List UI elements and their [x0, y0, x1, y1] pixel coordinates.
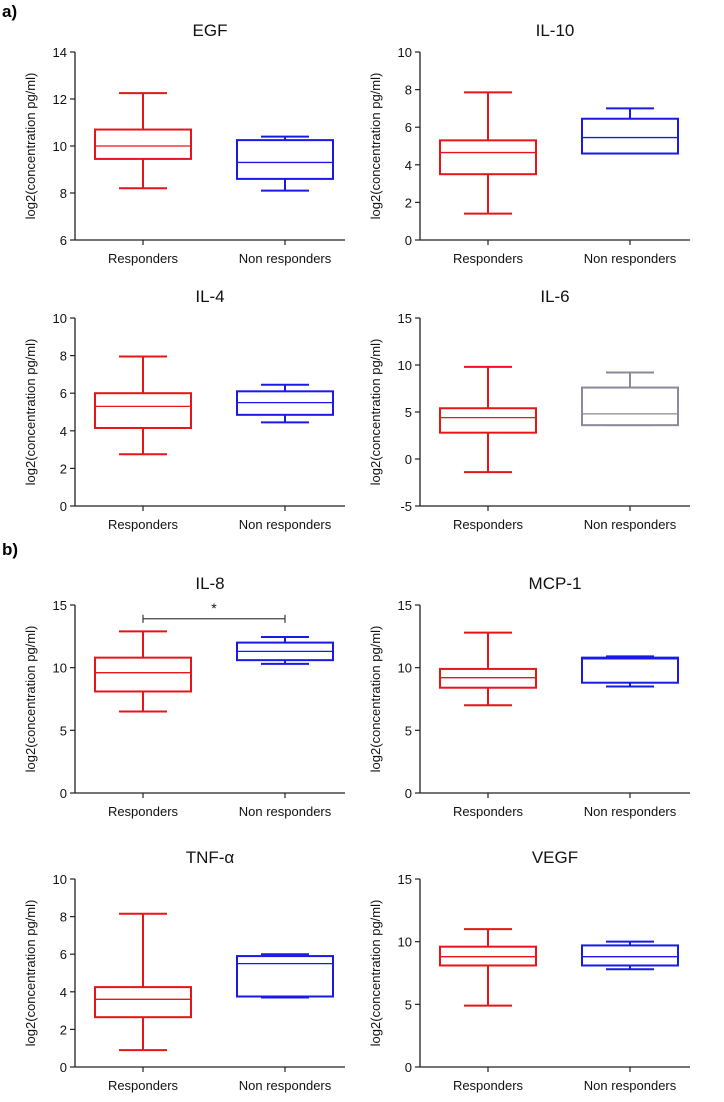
box-iqr [94, 128, 192, 160]
y-tick-label: 0 [405, 1060, 412, 1075]
y-tick-label: 4 [60, 985, 67, 1000]
y-tick-label: 10 [398, 45, 412, 60]
box-iqr [236, 139, 334, 180]
boxplot-il-8: IL-8 0 5 10 15 log2(concentration pg/ml) Respo… [23, 574, 345, 819]
y-tick-label: 8 [60, 349, 67, 364]
x-tick-label: Responders [453, 1078, 524, 1093]
y-axis-label: log2(concentration pg/ml) [368, 339, 383, 486]
y-tick-label: 6 [60, 233, 67, 248]
box-iqr [439, 407, 537, 434]
x-tick-label: Non responders [584, 251, 677, 266]
y-axis-label: log2(concentration pg/ml) [23, 73, 38, 220]
box-iqr [94, 656, 192, 693]
box-iqr [94, 986, 192, 1019]
x-tick-label: Responders [108, 517, 179, 532]
y-tick-label: 14 [53, 45, 67, 60]
y-axis-label: log2(concentration pg/ml) [23, 626, 38, 773]
significance-marker: * [211, 600, 217, 616]
x-tick-label: Responders [108, 804, 179, 819]
y-axis-label: log2(concentration pg/ml) [23, 900, 38, 1047]
x-tick-label: Non responders [239, 251, 332, 266]
y-tick-label: 15 [398, 311, 412, 326]
x-tick-label: Responders [453, 804, 524, 819]
boxplot-il-10: IL-10 0 2 4 6 8 10 log2(concentration pg/ml) Res… [368, 21, 690, 266]
x-tick-label: Non responders [584, 1078, 677, 1093]
chart-title: IL-8 [195, 574, 224, 593]
y-tick-label: 2 [60, 461, 67, 476]
y-tick-label: 0 [405, 233, 412, 248]
y-tick-label: 10 [53, 661, 67, 676]
y-tick-label: 2 [405, 195, 412, 210]
box-iqr [236, 955, 334, 998]
y-tick-label: 10 [53, 311, 67, 326]
boxplot-il-4: IL-4 0 2 4 6 8 10 log2(concentration pg/ml) Resp… [23, 287, 345, 532]
x-tick-label: Responders [453, 251, 524, 266]
y-tick-label: 10 [398, 935, 412, 950]
y-tick-label: 0 [60, 1060, 67, 1075]
x-tick-label: Non responders [584, 517, 677, 532]
box-iqr [439, 139, 537, 176]
y-tick-label: 6 [60, 386, 67, 401]
y-tick-label: 0 [60, 499, 67, 514]
boxplot-vegf: VEGF 0 5 10 15 log2(concentration pg/ml) Respo… [368, 848, 690, 1093]
x-tick-label: Non responders [239, 804, 332, 819]
x-tick-label: Responders [108, 1078, 179, 1093]
boxplot-tnf-: TNF-α 0 2 4 6 8 10 log2(concentration pg/ml) Res… [23, 848, 345, 1093]
y-tick-label: 6 [405, 120, 412, 135]
x-tick-label: Non responders [239, 517, 332, 532]
y-tick-label: 0 [405, 786, 412, 801]
x-tick-label: Responders [108, 251, 179, 266]
chart-title: VEGF [532, 848, 578, 867]
x-tick-label: Responders [453, 517, 524, 532]
y-tick-label: 10 [53, 872, 67, 887]
y-tick-label: 15 [53, 598, 67, 613]
y-tick-label: 10 [398, 661, 412, 676]
y-axis-label: log2(concentration pg/ml) [368, 73, 383, 220]
chart-title: IL-6 [540, 287, 569, 306]
y-tick-label: 15 [398, 872, 412, 887]
y-tick-label: 4 [405, 158, 412, 173]
box-iqr [581, 386, 679, 427]
box-iqr [581, 944, 679, 967]
y-axis-label: log2(concentration pg/ml) [368, 900, 383, 1047]
y-tick-label: 4 [60, 424, 67, 439]
y-tick-label: 5 [60, 723, 67, 738]
box-iqr [581, 656, 679, 684]
chart-title: MCP-1 [529, 574, 582, 593]
y-tick-label: 10 [398, 358, 412, 373]
y-tick-label: 12 [53, 92, 67, 107]
panel-label-b: b) [2, 540, 19, 559]
chart-title: TNF-α [186, 848, 235, 867]
y-tick-label: 2 [60, 1022, 67, 1037]
chart-title: EGF [193, 21, 228, 40]
boxplot-il-6: IL-6 -5 0 5 10 15 log2(concentration pg/ml) Res… [368, 287, 690, 532]
y-tick-label: 6 [60, 947, 67, 962]
y-tick-label: 5 [405, 997, 412, 1012]
y-tick-label: 0 [60, 786, 67, 801]
y-tick-label: -5 [400, 499, 412, 514]
y-axis-label: log2(concentration pg/ml) [368, 626, 383, 773]
chart-title: IL-10 [536, 21, 575, 40]
box-iqr [94, 392, 192, 429]
panel-label-a: a) [2, 2, 18, 21]
x-tick-label: Non responders [239, 1078, 332, 1093]
chart-title: IL-4 [195, 287, 224, 306]
y-tick-label: 5 [405, 405, 412, 420]
x-tick-label: Non responders [584, 804, 677, 819]
y-tick-label: 10 [53, 139, 67, 154]
y-tick-label: 8 [60, 186, 67, 201]
boxplot-mcp-1: MCP-1 0 5 10 15 log2(concentration pg/ml) Resp… [368, 574, 690, 819]
y-tick-label: 0 [405, 452, 412, 467]
boxplot-egf: EGF 6 8 10 12 14 log2(concentration pg/ml) Resp… [23, 21, 345, 266]
y-tick-label: 15 [398, 598, 412, 613]
y-axis-label: log2(concentration pg/ml) [23, 339, 38, 486]
y-tick-label: 8 [405, 83, 412, 98]
y-tick-label: 8 [60, 910, 67, 925]
y-tick-label: 5 [405, 723, 412, 738]
box-iqr [581, 117, 679, 155]
